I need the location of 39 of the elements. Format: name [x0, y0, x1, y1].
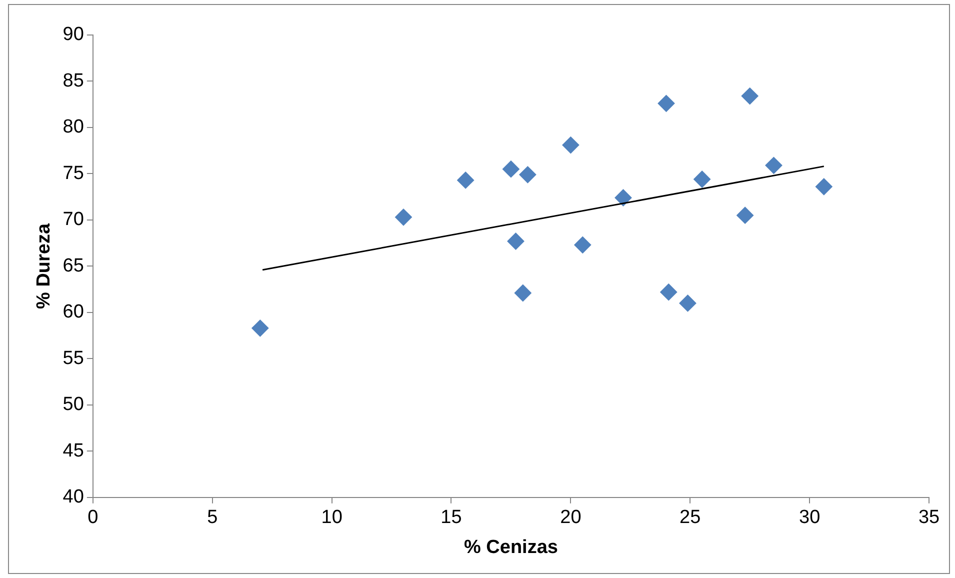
- point: [765, 156, 782, 174]
- point: [694, 170, 711, 188]
- point: [252, 320, 269, 337]
- point: [562, 136, 580, 154]
- y-tick-label: 80: [62, 116, 84, 138]
- x-axis-title: % Cenizas: [464, 536, 558, 558]
- point: [502, 160, 520, 178]
- y-tick-label: 90: [62, 24, 84, 46]
- y-tick-label: 75: [62, 162, 84, 184]
- x-tick-label: 15: [440, 507, 462, 528]
- point: [457, 172, 474, 189]
- point: [394, 208, 412, 226]
- point: [519, 166, 536, 184]
- point: [679, 294, 696, 312]
- y-axis-title: % Dureza: [34, 223, 55, 309]
- y-tick-label: 60: [62, 302, 84, 323]
- point: [660, 284, 678, 301]
- point: [815, 178, 832, 196]
- x-tick-label: 35: [918, 507, 940, 528]
- point: [574, 236, 592, 254]
- x-tick-label: 10: [321, 507, 342, 528]
- point: [736, 206, 754, 224]
- x-tick-label: 30: [798, 507, 820, 528]
- y-tick-label: 65: [62, 255, 84, 276]
- y-tick-label: 85: [62, 70, 84, 92]
- x-tick-label: 25: [680, 507, 701, 528]
- y-tick-label: 45: [62, 440, 84, 462]
- x-tick-label: 5: [207, 507, 218, 528]
- point: [514, 284, 532, 302]
- x-tick-label: 0: [88, 507, 98, 528]
- y-tick-label: 40: [62, 486, 84, 508]
- point: [614, 189, 632, 206]
- y-tick-label: 50: [62, 394, 84, 416]
- x-tick-label: 20: [560, 507, 582, 528]
- y-tick-label: 55: [62, 348, 84, 369]
- y-tick-label: 70: [62, 209, 84, 230]
- point: [658, 94, 675, 112]
- point: [741, 88, 758, 105]
- point: [507, 232, 524, 250]
